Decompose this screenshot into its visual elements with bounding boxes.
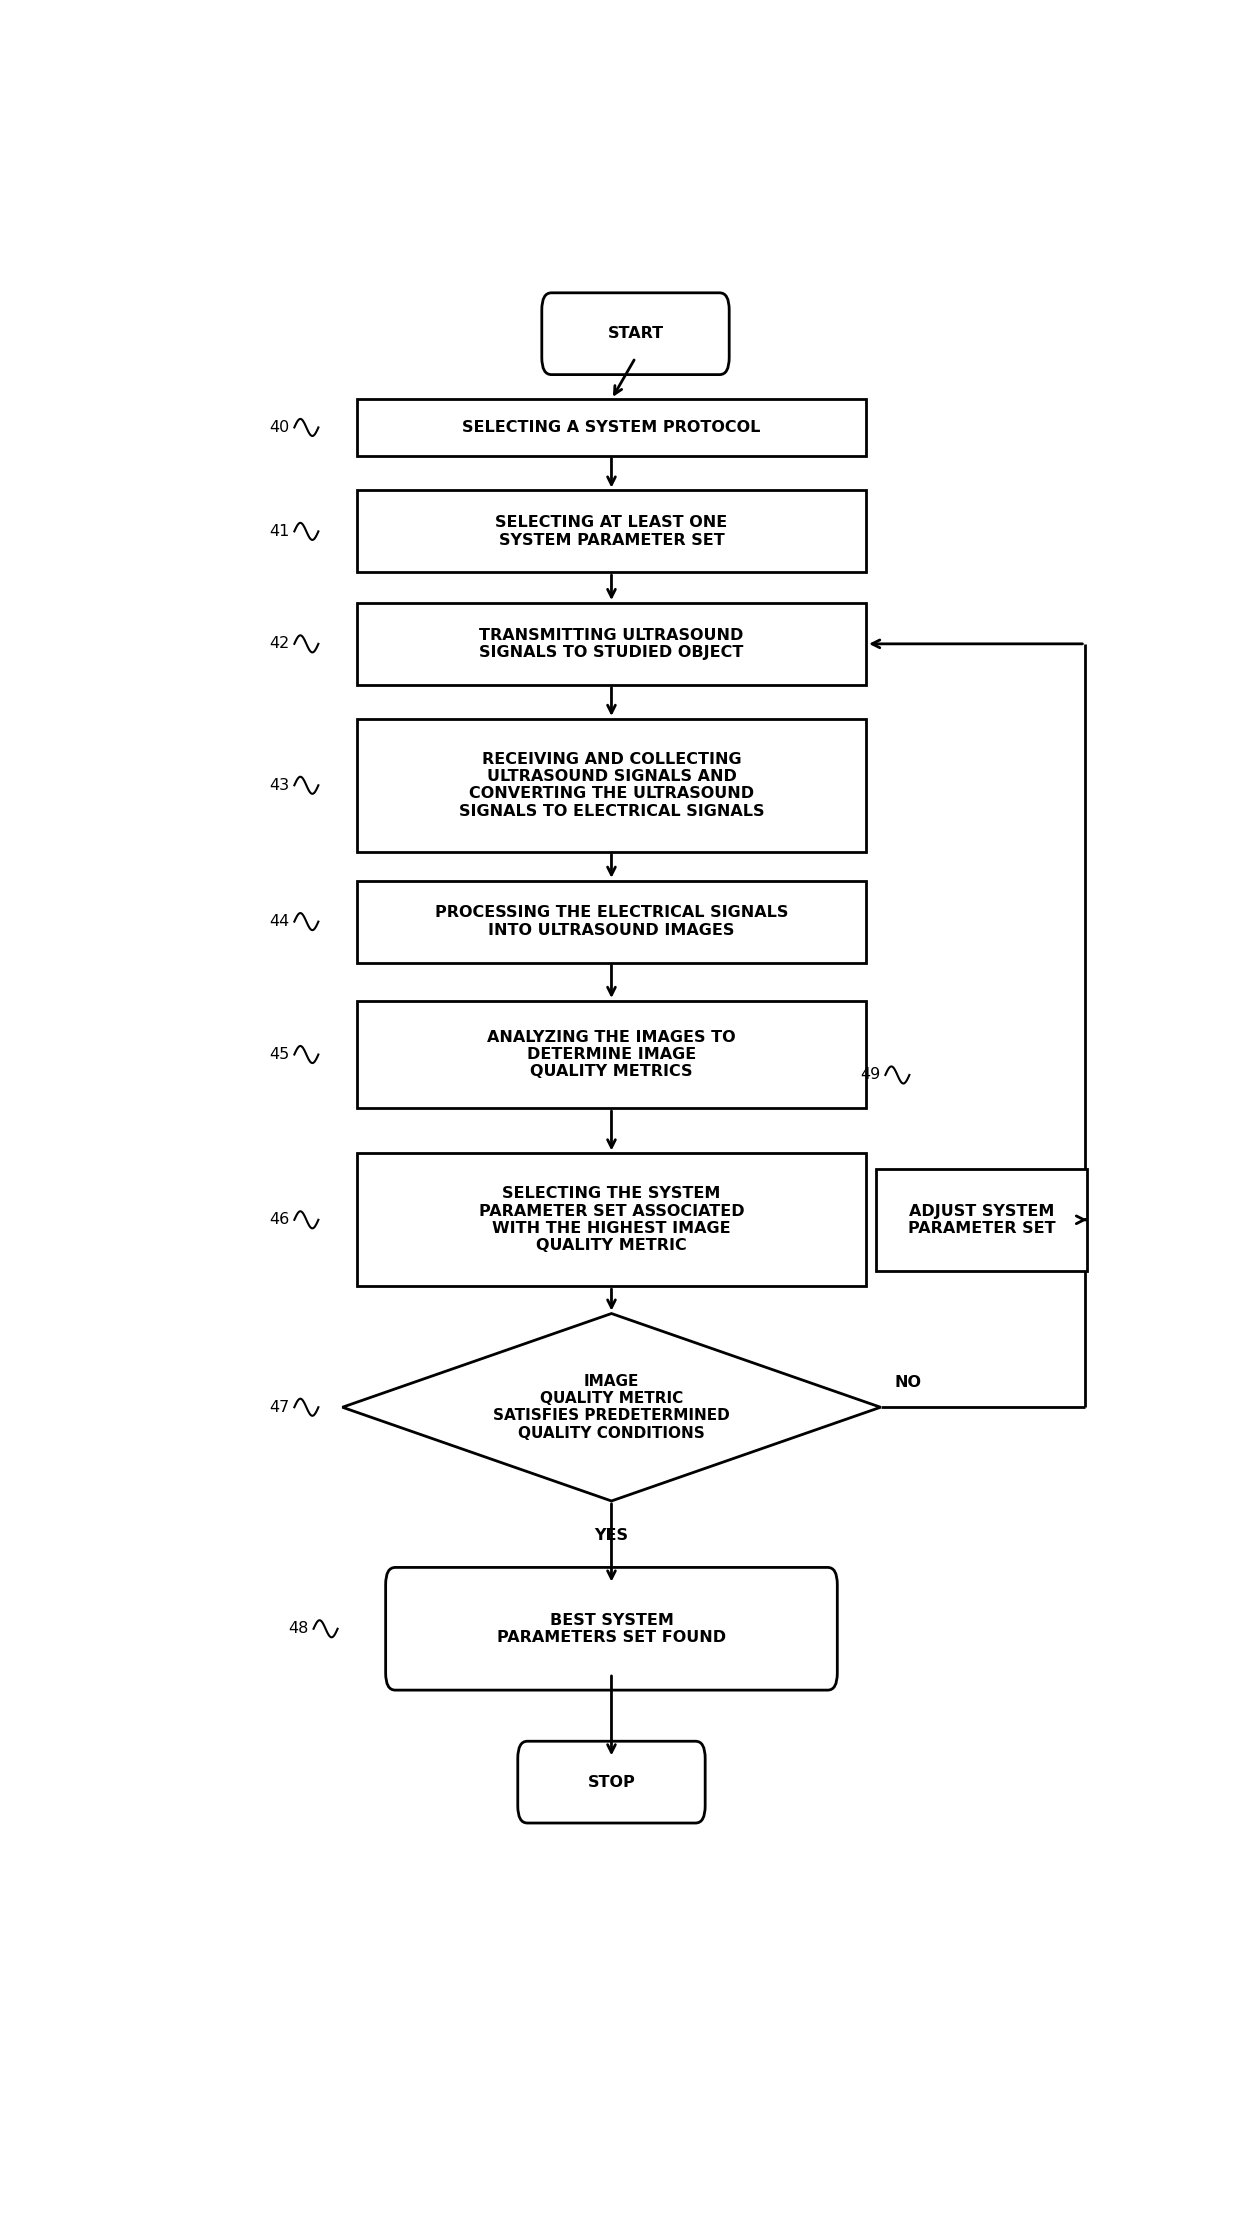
Text: ADJUST SYSTEM
PARAMETER SET: ADJUST SYSTEM PARAMETER SET — [908, 1204, 1055, 1237]
Text: BEST SYSTEM
PARAMETERS SET FOUND: BEST SYSTEM PARAMETERS SET FOUND — [497, 1613, 727, 1644]
Bar — [357, 491, 866, 573]
Text: 42: 42 — [269, 637, 289, 651]
Text: 48: 48 — [289, 1622, 309, 1635]
Bar — [357, 1000, 866, 1109]
Text: ANALYZING THE IMAGES TO
DETERMINE IMAGE
QUALITY METRICS: ANALYZING THE IMAGES TO DETERMINE IMAGE … — [487, 1029, 735, 1080]
Bar — [357, 719, 866, 852]
Text: 40: 40 — [269, 420, 289, 436]
FancyBboxPatch shape — [518, 1742, 706, 1824]
FancyBboxPatch shape — [386, 1567, 837, 1691]
Text: 44: 44 — [269, 914, 289, 929]
Text: SELECTING THE SYSTEM
PARAMETER SET ASSOCIATED
WITH THE HIGHEST IMAGE
QUALITY MET: SELECTING THE SYSTEM PARAMETER SET ASSOC… — [479, 1186, 744, 1253]
Polygon shape — [342, 1315, 880, 1500]
Text: YES: YES — [594, 1529, 629, 1542]
Text: 49: 49 — [861, 1067, 880, 1082]
Text: PROCESSING THE ELECTRICAL SIGNALS
INTO ULTRASOUND IMAGES: PROCESSING THE ELECTRICAL SIGNALS INTO U… — [435, 905, 789, 938]
Bar — [875, 1168, 1087, 1270]
Text: NO: NO — [895, 1374, 923, 1390]
Text: 47: 47 — [269, 1401, 289, 1414]
Bar — [357, 602, 866, 684]
Text: 46: 46 — [269, 1213, 289, 1228]
Text: 45: 45 — [269, 1047, 289, 1062]
Text: 43: 43 — [269, 777, 289, 792]
FancyBboxPatch shape — [542, 292, 729, 374]
Text: TRANSMITTING ULTRASOUND
SIGNALS TO STUDIED OBJECT: TRANSMITTING ULTRASOUND SIGNALS TO STUDI… — [480, 628, 744, 659]
Text: SELECTING A SYSTEM PROTOCOL: SELECTING A SYSTEM PROTOCOL — [463, 420, 760, 436]
Text: 41: 41 — [269, 524, 289, 540]
Text: STOP: STOP — [588, 1775, 635, 1790]
Bar — [357, 1153, 866, 1286]
Text: START: START — [608, 325, 663, 341]
Text: SELECTING AT LEAST ONE
SYSTEM PARAMETER SET: SELECTING AT LEAST ONE SYSTEM PARAMETER … — [495, 516, 728, 547]
Bar — [357, 398, 866, 456]
Text: RECEIVING AND COLLECTING
ULTRASOUND SIGNALS AND
CONVERTING THE ULTRASOUND
SIGNAL: RECEIVING AND COLLECTING ULTRASOUND SIGN… — [459, 752, 764, 819]
Bar — [357, 881, 866, 963]
Text: IMAGE
QUALITY METRIC
SATISFIES PREDETERMINED
QUALITY CONDITIONS: IMAGE QUALITY METRIC SATISFIES PREDETERM… — [494, 1374, 730, 1441]
